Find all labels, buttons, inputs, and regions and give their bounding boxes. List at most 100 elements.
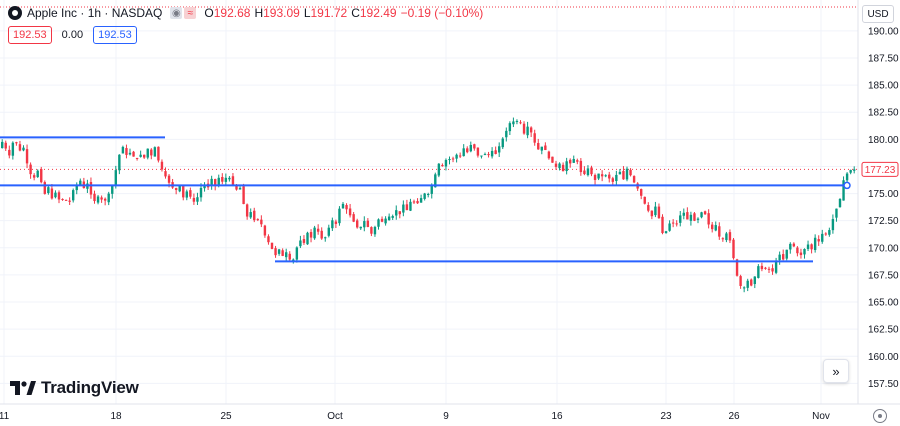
candle-body: [178, 184, 181, 192]
candle-body: [277, 249, 281, 254]
candle-body: [750, 279, 753, 286]
candle-body: [373, 226, 377, 235]
candle-body: [533, 133, 536, 143]
candle-body: [693, 213, 696, 221]
candle-body: [121, 146, 125, 154]
candle-body: [199, 187, 203, 198]
candle-body: [657, 206, 661, 219]
candle-body: [831, 219, 835, 231]
candle-body: [160, 161, 164, 170]
candle-body: [590, 167, 593, 175]
time-axis[interactable]: 11 18 25 Oct 9 16 23 26 Nov: [0, 403, 900, 422]
candle-body: [508, 123, 512, 132]
candle-body: [153, 147, 157, 157]
candle-body: [327, 227, 330, 236]
last-price-badge: [861, 161, 899, 177]
candle-body: [107, 193, 110, 203]
candle-body: [473, 144, 476, 149]
candle-body: [742, 287, 746, 289]
price-tick-label: 170.00: [868, 243, 899, 254]
candle-body: [345, 205, 348, 210]
candle-body: [487, 154, 490, 156]
candle-body: [803, 248, 806, 255]
candle-body: [448, 159, 451, 161]
candle-body: [796, 247, 799, 254]
candle-body: [490, 150, 494, 157]
candle-body: [263, 225, 267, 236]
candle-body: [245, 204, 249, 217]
candle-body: [711, 224, 714, 230]
candle-body: [618, 171, 622, 175]
candle-body: [707, 213, 710, 225]
symbol-title[interactable]: Apple Inc · 1h · NASDAQ: [27, 6, 163, 20]
candle-body: [696, 218, 700, 220]
candle-body: [114, 170, 117, 186]
bid-price-box[interactable]: 192.53: [8, 26, 52, 44]
candle-body: [700, 212, 703, 218]
price-tick-label: 187.50: [868, 53, 899, 64]
candle-body: [267, 236, 270, 243]
currency-button[interactable]: USD: [862, 5, 894, 23]
line-handle[interactable]: [843, 181, 851, 190]
candle-body: [462, 148, 465, 157]
candle-body: [853, 169, 856, 171]
candle-body: [235, 184, 238, 190]
gear-icon[interactable]: [873, 409, 887, 423]
candle-body: [288, 253, 291, 260]
candle-body: [746, 280, 749, 288]
candle-body: [363, 221, 366, 228]
candle-body: [579, 160, 583, 173]
candle-body: [22, 147, 25, 151]
candle-body: [565, 161, 568, 172]
candle-body: [391, 216, 394, 218]
candle-body: [583, 170, 586, 175]
ask-price-box[interactable]: 192.53: [93, 26, 137, 44]
candle-body: [505, 130, 508, 138]
time-tick-label: 26: [728, 411, 740, 422]
candle-body: [494, 150, 497, 154]
candle-body: [43, 182, 46, 194]
candle-body: [643, 196, 646, 204]
candle-body: [466, 148, 469, 153]
candle-body: [352, 214, 355, 222]
time-tick-label: 16: [551, 411, 563, 422]
candle-body: [625, 168, 629, 180]
candle-body: [728, 232, 732, 241]
chevrons-right-icon[interactable]: »: [823, 359, 849, 383]
candle-body: [164, 171, 167, 177]
candle-body: [611, 178, 614, 182]
candle-body: [842, 180, 845, 201]
candle-body: [111, 185, 114, 194]
candle-body: [270, 242, 274, 249]
candle-body: [61, 198, 64, 200]
logo-text: TradingView: [41, 378, 139, 397]
apple-icon: [8, 6, 22, 20]
time-tick-label: 25: [220, 411, 232, 422]
price-axis[interactable]: 157.50 160.00 162.50 165.00 167.50 170.00 172.…: [857, 0, 899, 404]
candle-body: [547, 151, 551, 159]
candle-body: [146, 148, 149, 158]
low-label: L: [303, 6, 311, 20]
candle-body: [671, 222, 675, 224]
trend-lines[interactable]: [0, 136, 851, 263]
candle-body: [664, 231, 668, 234]
candle-body: [845, 173, 849, 181]
candle-body: [210, 178, 213, 186]
candle-body: [221, 176, 224, 182]
candle-body: [647, 205, 650, 211]
candle-body: [25, 149, 29, 164]
wave-icon[interactable]: ≈: [184, 7, 197, 19]
candle-body: [253, 210, 256, 221]
candle-body: [398, 211, 401, 215]
candle-body: [125, 148, 128, 155]
candle-body: [338, 208, 341, 224]
candle-body: [522, 123, 526, 134]
candle-body: [356, 220, 359, 228]
eye-icon[interactable]: ◉: [170, 7, 183, 19]
candle-body: [476, 147, 480, 156]
candle-body: [423, 193, 426, 199]
candle-body: [821, 233, 824, 242]
candle-body: [79, 180, 82, 185]
candle-body: [306, 232, 309, 245]
